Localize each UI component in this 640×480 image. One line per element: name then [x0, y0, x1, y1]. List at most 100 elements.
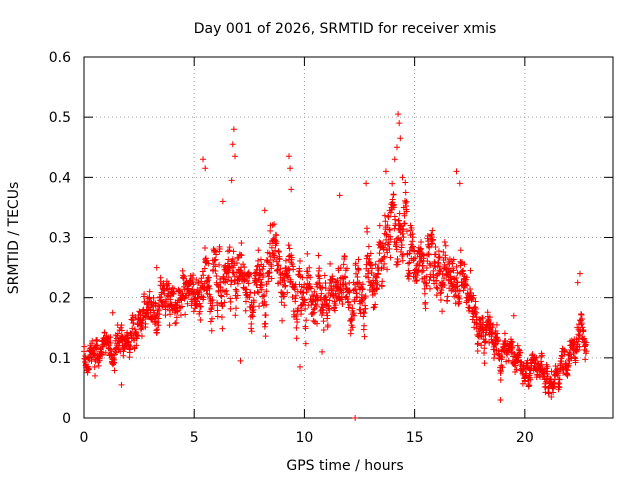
data-point: [268, 263, 275, 270]
data-point: [361, 322, 368, 329]
data-point: [275, 262, 282, 269]
data-point: [412, 255, 419, 262]
data-point: [219, 303, 226, 310]
data-point: [206, 285, 213, 292]
data-point: [246, 271, 253, 278]
data-point: [339, 300, 346, 307]
data-point: [574, 347, 581, 354]
data-point: [227, 298, 234, 305]
data-point: [427, 262, 434, 269]
data-point: [509, 342, 516, 349]
data-point: [225, 248, 232, 255]
data-point: [285, 265, 292, 272]
data-point: [203, 287, 210, 294]
data-point: [429, 236, 436, 243]
data-point: [571, 339, 578, 346]
data-point: [289, 294, 296, 301]
data-point: [432, 244, 439, 251]
data-point: [205, 260, 212, 267]
data-point: [188, 275, 195, 282]
y-tick-label: 0.1: [49, 351, 71, 367]
data-point: [170, 285, 177, 292]
data-point: [539, 352, 546, 359]
data-point: [219, 325, 226, 332]
data-point: [313, 292, 320, 299]
data-point: [345, 304, 352, 311]
data-point: [364, 228, 371, 235]
data-point: [296, 268, 303, 275]
data-point: [393, 246, 400, 253]
data-point: [564, 372, 571, 379]
data-point: [401, 220, 408, 227]
data-point: [342, 274, 349, 281]
data-point: [352, 286, 359, 293]
data-point: [434, 285, 441, 292]
data-point: [154, 326, 161, 333]
data-point: [301, 281, 308, 288]
data-point: [423, 264, 430, 271]
data-point: [118, 381, 125, 388]
data-point: [163, 298, 170, 305]
data-point: [454, 269, 461, 276]
data-point: [201, 265, 208, 272]
data-point: [354, 293, 361, 300]
data-point: [267, 253, 274, 260]
data-point: [389, 180, 396, 187]
data-point: [213, 251, 220, 258]
data-point: [387, 236, 394, 243]
data-point: [99, 351, 106, 358]
data-point: [410, 243, 417, 250]
data-point: [533, 354, 540, 361]
data-point: [405, 275, 412, 282]
data-point: [237, 357, 244, 364]
data-point: [386, 245, 393, 252]
data-point: [381, 253, 388, 260]
data-point: [214, 307, 221, 314]
data-point: [384, 266, 391, 273]
data-point: [281, 302, 288, 309]
data-point: [372, 261, 379, 268]
data-point: [376, 250, 383, 257]
data-point: [238, 240, 245, 247]
data-point: [444, 293, 451, 300]
data-point: [423, 282, 430, 289]
data-point: [365, 243, 372, 250]
data-point: [491, 351, 498, 358]
data-point: [426, 251, 433, 258]
data-point: [402, 179, 409, 186]
data-point: [417, 245, 424, 252]
data-point: [285, 242, 292, 249]
data-point: [281, 293, 288, 300]
y-tick-label: 0.3: [49, 231, 71, 247]
data-point: [94, 336, 101, 343]
data-point: [421, 290, 428, 297]
data-point: [293, 324, 300, 331]
data-point: [575, 338, 582, 345]
data-point: [433, 277, 440, 284]
data-point: [499, 364, 506, 371]
data-point: [399, 230, 406, 237]
data-point: [200, 294, 207, 301]
data-point: [495, 336, 502, 343]
data-point: [292, 292, 299, 299]
data-point: [297, 257, 304, 264]
data-point: [225, 274, 232, 281]
data-point: [406, 270, 413, 277]
data-point: [202, 165, 209, 172]
data-point: [281, 277, 288, 284]
data-point: [384, 249, 391, 256]
data-point: [259, 265, 266, 272]
data-point: [472, 298, 479, 305]
data-point: [437, 268, 444, 275]
data-point: [216, 245, 223, 252]
data-point: [254, 288, 261, 295]
data-point: [255, 257, 262, 264]
data-point: [94, 342, 101, 349]
data-point: [361, 310, 368, 317]
data-point: [453, 263, 460, 270]
data-point: [456, 295, 463, 302]
data-point: [155, 322, 162, 329]
data-point: [346, 279, 353, 286]
data-point: [582, 356, 589, 363]
